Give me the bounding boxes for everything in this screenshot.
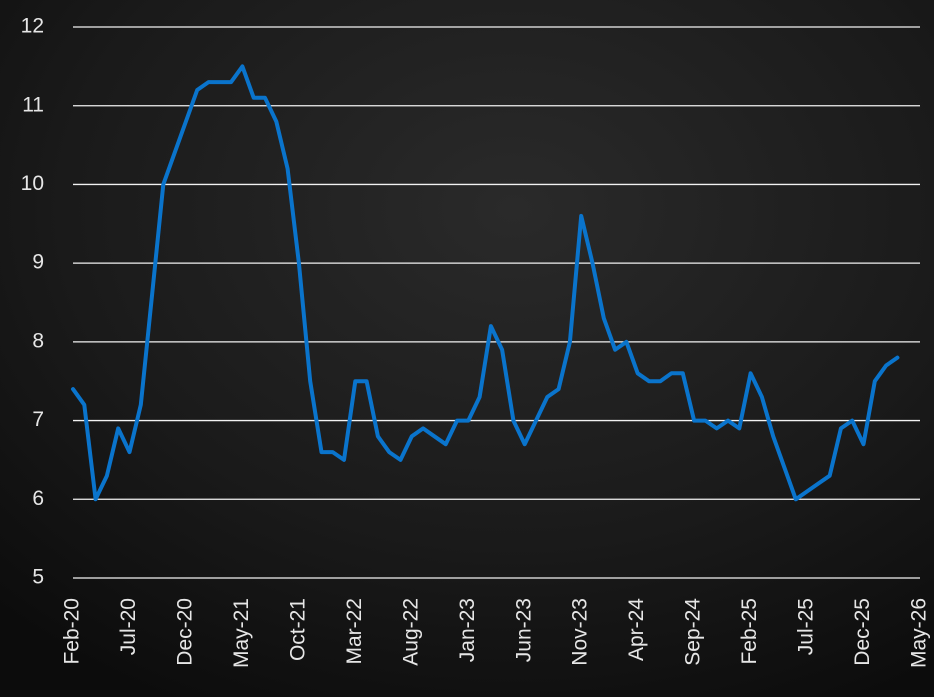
y-tick-label: 10: [21, 172, 44, 195]
x-tick-label: May-26: [908, 598, 931, 668]
x-tick-label: Dec-25: [851, 598, 874, 666]
x-tick-label: Mar-22: [343, 598, 366, 665]
data-line: [71, 64, 900, 502]
y-tick-label: 5: [32, 566, 44, 589]
x-tick-label: Aug-22: [399, 598, 422, 666]
plot-area: 5 6 7 8 9 10 11 12 Feb-20 Jul-20 Dec-20 May-21 Oct-2…: [21, 15, 931, 668]
y-tick-label: 8: [32, 329, 44, 352]
y-tick-label: 9: [32, 251, 44, 274]
x-tick-label: Dec-20: [173, 598, 196, 666]
x-tick-label: Jul-20: [117, 598, 140, 655]
x-tick-label: Jun-23: [512, 598, 535, 662]
y-tick-label: 6: [32, 487, 44, 510]
x-tick-label: Apr-24: [625, 598, 648, 661]
x-tick-label: Jul-25: [795, 598, 818, 655]
x-tick-label: May-21: [230, 598, 253, 668]
x-tick-label: Feb-25: [738, 598, 761, 665]
x-tick-label: Sep-24: [682, 598, 705, 666]
y-tick-label: 11: [22, 93, 44, 116]
x-tick-label: Oct-21: [286, 598, 309, 661]
x-tick-label: Feb-20: [61, 598, 84, 665]
y-tick-label: 7: [32, 408, 44, 431]
y-tick-label: 12: [21, 15, 44, 38]
x-tick-label: Jan-23: [456, 598, 479, 662]
x-tick-label: Nov-23: [569, 598, 592, 666]
